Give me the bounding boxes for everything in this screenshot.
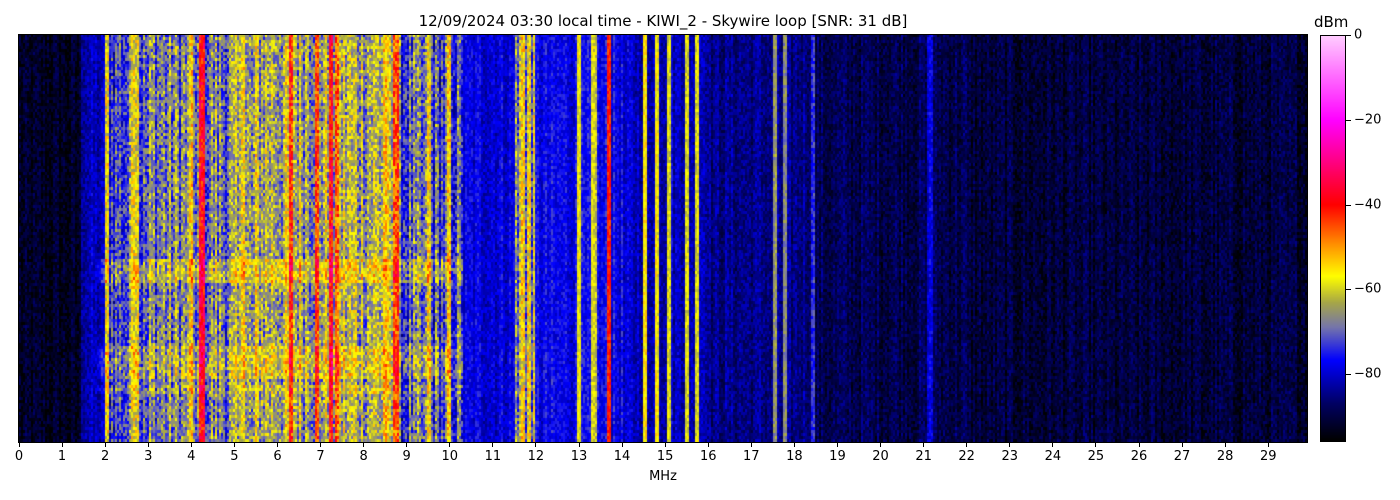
x-tick-label: 23 — [1001, 449, 1019, 464]
colorbar-tick — [1346, 119, 1351, 121]
x-tick-label: 5 — [230, 449, 239, 464]
x-tick-label: 11 — [484, 449, 502, 464]
x-tick — [1224, 442, 1226, 447]
x-tick — [147, 442, 149, 447]
x-tick-label: 21 — [915, 449, 932, 464]
x-tick-label: 19 — [829, 449, 846, 464]
x-tick-label: 29 — [1259, 449, 1277, 464]
x-axis-label: MHz — [649, 469, 677, 484]
x-tick — [707, 442, 709, 447]
colorbar-tick-label: −40 — [1354, 197, 1382, 213]
colorbar-tick-label: −80 — [1354, 366, 1382, 382]
x-tick-label: 7 — [316, 449, 325, 464]
colorbar-tick-label: 0 — [1354, 27, 1363, 43]
x-tick-label: 17 — [743, 449, 760, 464]
x-tick — [750, 442, 752, 447]
x-tick — [18, 442, 20, 447]
x-tick — [621, 442, 623, 447]
x-tick — [449, 442, 451, 447]
x-tick — [880, 442, 882, 447]
x-tick-label: 20 — [872, 449, 889, 464]
x-tick-label: 0 — [14, 449, 24, 464]
x-tick-label: 1 — [57, 449, 67, 464]
x-tick-label: 28 — [1216, 449, 1234, 464]
x-tick-label: 3 — [144, 449, 153, 464]
x-tick — [1052, 442, 1054, 447]
colorbar-tick — [1346, 374, 1351, 376]
x-tick — [363, 442, 365, 447]
colorbar-tick-label: −20 — [1354, 112, 1382, 128]
x-tick-label: 26 — [1130, 449, 1148, 464]
x-tick — [836, 442, 838, 447]
x-tick — [1267, 442, 1269, 447]
x-tick — [578, 442, 580, 447]
x-tick — [276, 442, 278, 447]
x-tick-label: 16 — [699, 449, 717, 464]
x-tick-label: 12 — [527, 449, 545, 464]
waterfall-spectrogram — [19, 35, 1307, 442]
x-tick — [923, 442, 925, 447]
x-tick — [1138, 442, 1140, 447]
x-tick-label: 2 — [101, 449, 110, 464]
x-tick — [966, 442, 968, 447]
x-tick-label: 4 — [187, 449, 196, 464]
x-tick — [664, 442, 666, 447]
x-tick — [61, 442, 63, 447]
x-tick-label: 27 — [1173, 449, 1191, 464]
x-tick-label: 25 — [1087, 449, 1105, 464]
x-tick — [406, 442, 408, 447]
x-tick-label: 22 — [958, 449, 975, 464]
colorbar-label: dBm — [1314, 13, 1349, 31]
colorbar-tick-label: −60 — [1354, 281, 1382, 297]
x-tick — [1009, 442, 1011, 447]
x-tick — [320, 442, 322, 447]
x-tick — [104, 442, 106, 447]
x-tick-label: 18 — [786, 449, 803, 464]
x-tick — [1095, 442, 1097, 447]
colorbar-tick — [1346, 204, 1351, 206]
x-tick-label: 24 — [1044, 449, 1062, 464]
x-tick — [793, 442, 795, 447]
x-tick-label: 9 — [402, 449, 411, 464]
colorbar-tick — [1346, 289, 1351, 291]
x-tick — [535, 442, 537, 447]
chart-title: 12/09/2024 03:30 local time - KIWI_2 - S… — [418, 12, 908, 30]
colorbar — [1320, 35, 1346, 442]
x-tick-label: 13 — [570, 449, 588, 464]
x-tick — [492, 442, 494, 447]
x-tick — [1181, 442, 1183, 447]
x-tick-label: 14 — [613, 449, 631, 464]
x-tick-label: 15 — [656, 449, 674, 464]
x-tick-label: 10 — [441, 449, 459, 464]
x-tick-label: 8 — [359, 449, 368, 464]
x-tick — [190, 442, 192, 447]
colorbar-tick — [1346, 35, 1351, 36]
x-tick-label: 6 — [273, 449, 282, 464]
x-tick — [233, 442, 235, 447]
